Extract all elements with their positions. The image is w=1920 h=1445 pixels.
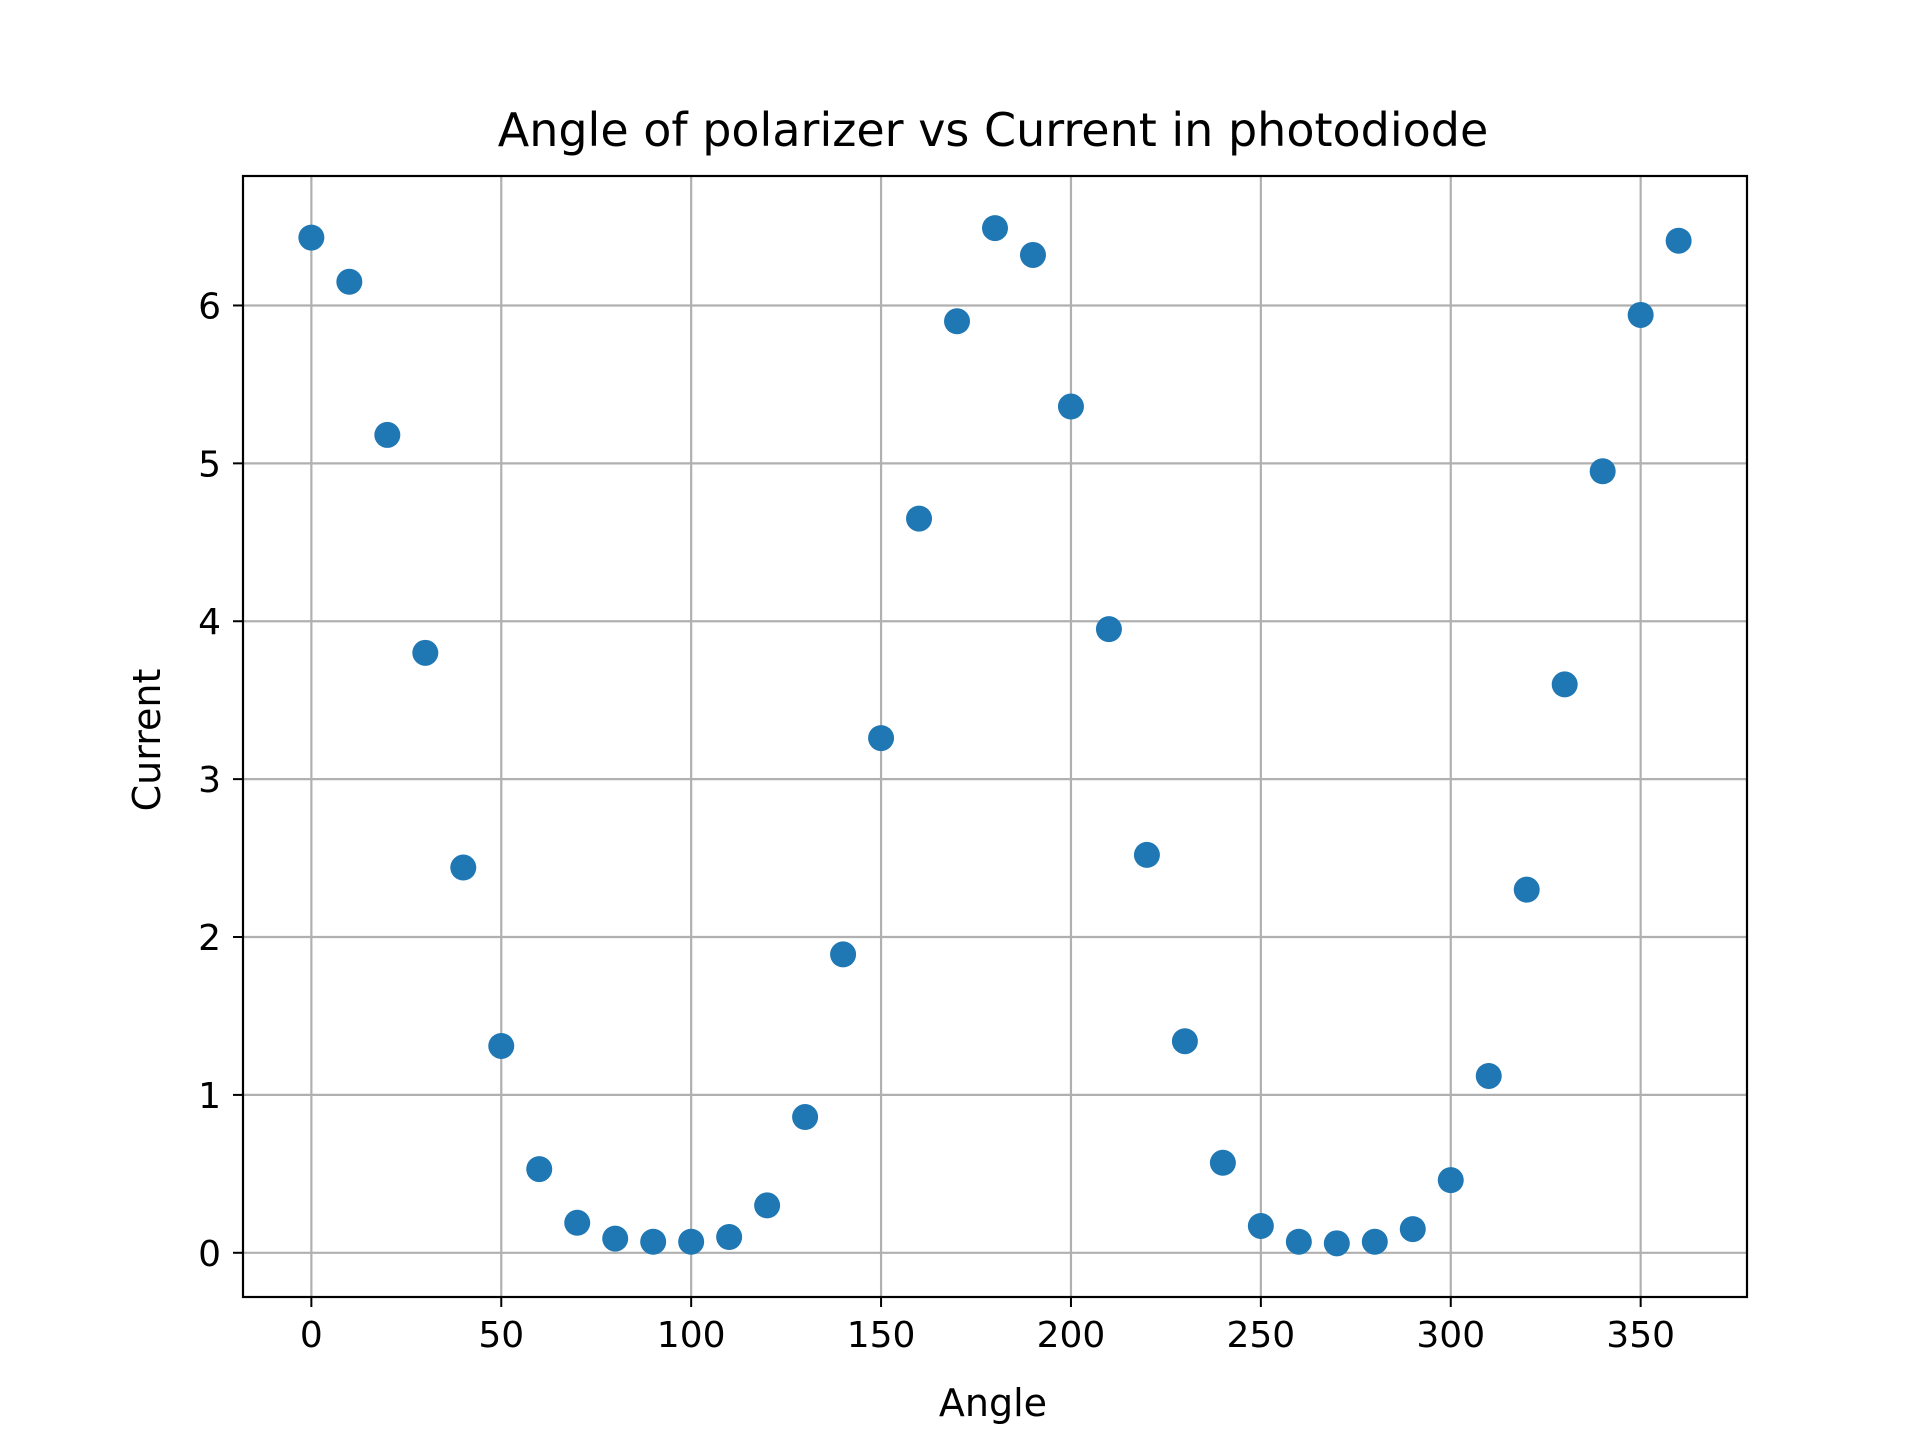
data-point [906,505,933,532]
data-point [564,1209,591,1236]
data-points [298,215,1692,1257]
data-point [336,268,363,295]
data-point [298,224,325,251]
data-point [450,854,477,881]
y-tick-label: 2 [198,918,221,959]
data-point [1551,671,1578,698]
data-point [982,215,1008,242]
data-point [1171,1028,1198,1055]
y-tick-label: 1 [198,1076,221,1117]
data-point [640,1228,667,1255]
data-point [1095,616,1122,643]
data-point [1399,1216,1426,1243]
data-point [1057,393,1084,420]
data-point [1475,1062,1502,1089]
data-point [1209,1149,1236,1176]
data-point [526,1156,553,1183]
data-point [944,308,971,335]
y-tick-label: 4 [198,602,221,643]
x-tick-label: 50 [478,1315,524,1356]
data-point [1361,1228,1388,1255]
y-tick-label: 5 [198,444,221,485]
data-point [1019,241,1046,268]
data-point [1285,1228,1312,1255]
data-point [1247,1212,1274,1239]
data-point [1513,876,1540,903]
data-point [1323,1230,1350,1257]
x-tick-label: 350 [1606,1315,1675,1356]
axis-ticks: 0 50 100 150 200 250 300 350 0 1 2 3 4 5 6 [198,286,1675,1356]
data-point [1627,301,1654,328]
x-tick-label: 250 [1226,1315,1295,1356]
data-point [1589,458,1616,485]
x-tick-label: 0 [300,1315,323,1356]
data-point [412,639,439,666]
x-tick-label: 150 [847,1315,916,1356]
data-point [678,1228,705,1255]
x-tick-label: 300 [1416,1315,1485,1356]
axes-frame [241,174,1749,1299]
data-point [602,1225,629,1252]
y-tick-label: 3 [198,760,221,801]
data-point [488,1032,515,1059]
data-point [374,421,401,448]
x-tick-label: 200 [1037,1315,1106,1356]
data-point [1437,1167,1464,1194]
grid [243,176,1747,1297]
y-tick-label: 6 [198,286,221,327]
y-tick-label: 0 [198,1234,221,1275]
data-point [1665,227,1692,254]
data-point [792,1104,819,1131]
data-point [716,1224,743,1251]
data-point [868,725,895,752]
x-tick-label: 100 [657,1315,726,1356]
data-point [754,1192,781,1219]
x-axis-label: Angle [939,1381,1047,1425]
data-point [1133,841,1160,868]
chart-title: Angle of polarizer vs Current in photodi… [498,103,1489,157]
data-point [830,941,857,968]
y-axis-label: Current [125,669,169,812]
